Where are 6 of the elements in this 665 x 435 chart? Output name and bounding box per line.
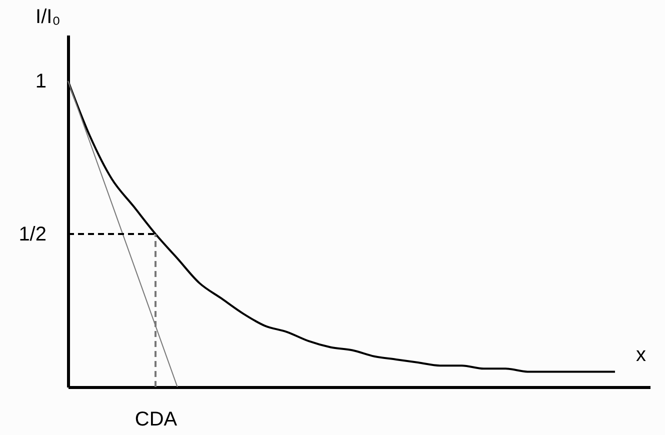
x-axis-title: x [636, 344, 646, 366]
line-series [68, 80, 178, 388]
y-tick-label: 1 [35, 70, 46, 92]
y-axis-title: I/I₀ [36, 6, 60, 28]
y-tick-label: 1/2 [18, 223, 46, 246]
x-tick-label: CDA [134, 408, 178, 430]
